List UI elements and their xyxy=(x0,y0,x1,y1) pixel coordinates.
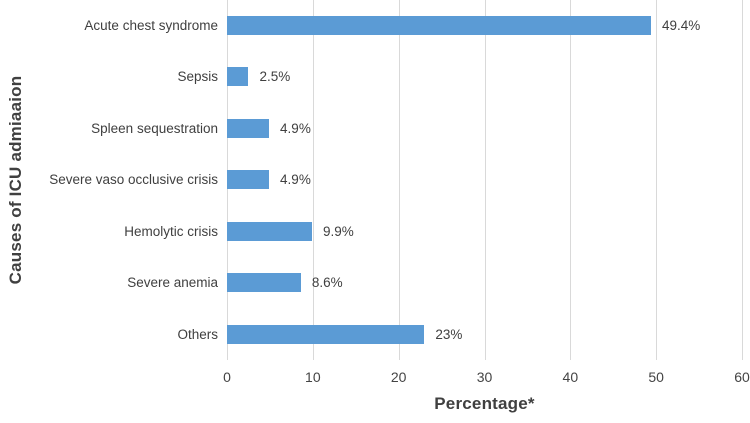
bar-value-label: 4.9% xyxy=(280,120,311,136)
x-tick-label-50: 50 xyxy=(648,369,664,385)
bar xyxy=(227,15,652,35)
gridline-x-50 xyxy=(656,0,658,360)
category-label: Others xyxy=(177,326,218,342)
bar xyxy=(227,67,249,86)
gridline-x-60 xyxy=(742,0,743,360)
x-tick-label-20: 20 xyxy=(390,369,407,385)
bar xyxy=(227,273,301,292)
bar-value-label: 49.4% xyxy=(662,17,701,33)
x-axis-title: Percentage* xyxy=(434,394,535,413)
x-tick-label-30: 30 xyxy=(476,369,493,385)
bar-value-label: 23% xyxy=(435,326,463,342)
category-label: Severe vaso occlusive crisis xyxy=(49,172,218,187)
category-label: Spleen sequestration xyxy=(91,120,218,136)
bar xyxy=(227,324,425,344)
category-label: Sepsis xyxy=(177,69,218,84)
bar xyxy=(227,221,312,241)
gridline-x-40 xyxy=(570,0,572,360)
category-label: Acute chest syndrome xyxy=(84,17,218,33)
bar-value-label: 9.9% xyxy=(322,223,354,239)
x-tick-label-40: 40 xyxy=(562,369,579,385)
bar-value-label: 2.5% xyxy=(259,69,291,84)
bar-value-label: 4.9% xyxy=(280,172,311,187)
bar xyxy=(227,118,270,138)
bar-value-label: 8.6% xyxy=(311,275,343,290)
x-tick-label-10: 10 xyxy=(305,369,321,385)
category-label: Severe anemia xyxy=(127,275,218,290)
gridline-x-30 xyxy=(484,0,486,360)
gridline-x-10 xyxy=(312,0,314,360)
gridline-x-20 xyxy=(398,0,400,360)
bar xyxy=(227,170,270,189)
x-tick-label-60: 60 xyxy=(734,369,750,385)
category-label: Hemolytic crisis xyxy=(124,223,218,239)
x-tick-label-0: 0 xyxy=(223,369,231,385)
